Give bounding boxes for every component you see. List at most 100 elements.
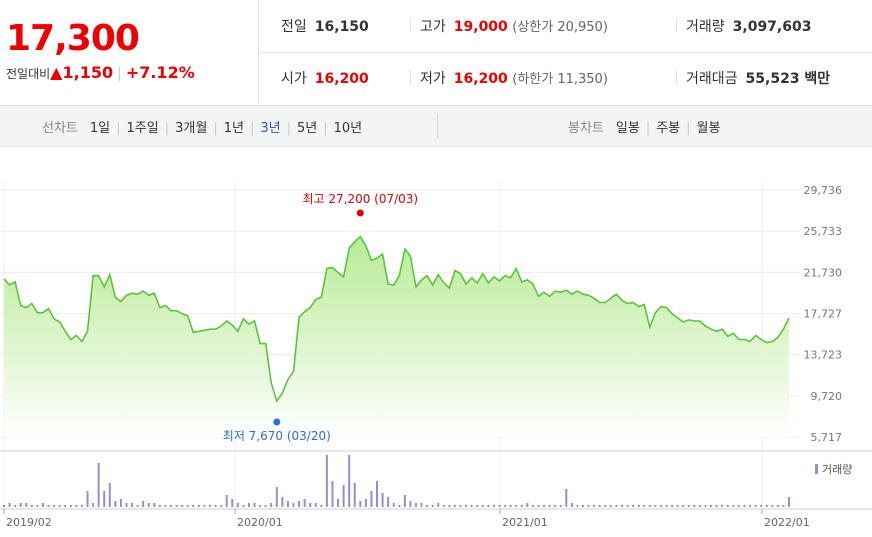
stat-value: 19,000 bbox=[453, 19, 508, 35]
y-tick-label: 13,723 bbox=[804, 349, 843, 362]
line-chart-tabs: 선차트 1일 | 1주일 | 3개월 | 1년 | 3년 | 5년 | 10년 bbox=[42, 121, 363, 136]
volume-bar bbox=[303, 499, 306, 507]
volume-bar bbox=[147, 503, 150, 507]
volume-bar bbox=[19, 503, 22, 507]
volume-bar bbox=[604, 505, 607, 507]
volume-legend: 거래량 bbox=[815, 463, 852, 476]
volume-bar bbox=[403, 495, 406, 507]
volume-bar bbox=[80, 505, 83, 507]
volume-bar bbox=[125, 503, 128, 507]
volume-bar bbox=[632, 505, 635, 507]
volume-bar bbox=[776, 505, 779, 507]
tab-monthly[interactable]: 월봉 bbox=[696, 121, 721, 136]
volume-legend-label: 거래량 bbox=[822, 463, 852, 476]
volume-bar bbox=[732, 505, 735, 507]
volume-bar bbox=[481, 505, 484, 507]
volume-bar bbox=[314, 503, 317, 507]
stat-open: 시가 16,200 bbox=[281, 68, 369, 88]
volume-bar bbox=[309, 503, 312, 507]
volume-bar bbox=[431, 505, 434, 507]
change-row: 전일대비▲1,150 | +7.12% bbox=[6, 63, 195, 82]
volume-bar bbox=[114, 501, 117, 507]
tab-1y[interactable]: 1년 bbox=[223, 121, 244, 136]
y-tick-label: 25,733 bbox=[804, 225, 843, 238]
tab-5y[interactable]: 5년 bbox=[296, 121, 318, 136]
volume-bar bbox=[498, 505, 501, 507]
volume-bar bbox=[64, 505, 67, 507]
tab-1d[interactable]: 1일 bbox=[89, 121, 111, 136]
volume-bar bbox=[643, 505, 646, 507]
volume-bar bbox=[570, 503, 573, 507]
tab-weekly[interactable]: 주봉 bbox=[656, 121, 681, 136]
high-annotation: 최고 27,200 (07/03) bbox=[302, 192, 418, 206]
volume-bar bbox=[153, 503, 156, 507]
volume-bar bbox=[220, 505, 223, 507]
volume-bar bbox=[531, 505, 534, 507]
volume-bar bbox=[487, 505, 490, 507]
volume-bar bbox=[398, 505, 401, 507]
volume-bar bbox=[175, 505, 178, 507]
volume-bar bbox=[693, 505, 696, 507]
tab-daily[interactable]: 일봉 bbox=[615, 121, 640, 136]
stat-label: 거래대금 bbox=[686, 71, 738, 87]
volume-bar bbox=[281, 497, 284, 507]
volume-bar bbox=[53, 505, 56, 507]
volume-bar bbox=[353, 483, 356, 507]
volume-bar bbox=[253, 503, 256, 507]
volume-bar bbox=[726, 505, 729, 507]
tab-3y[interactable]: 3년 bbox=[260, 121, 281, 136]
y-tick-label: 17,727 bbox=[804, 308, 843, 321]
volume-bar bbox=[648, 505, 651, 507]
volume-bar bbox=[659, 505, 662, 507]
volume-bar bbox=[69, 505, 72, 507]
volume-bar bbox=[325, 455, 328, 507]
volume-bar bbox=[637, 505, 640, 507]
stat-label: 전일 bbox=[281, 19, 307, 35]
volume-bar bbox=[548, 505, 551, 507]
volume-bar bbox=[208, 505, 211, 507]
tab-3m[interactable]: 3개월 bbox=[175, 121, 208, 136]
volume-bar bbox=[3, 505, 5, 507]
volume-bar bbox=[465, 505, 468, 507]
stat-limit: (하한가 11,350) bbox=[512, 72, 608, 87]
price-box: 17,300 전일대비▲1,150 | +7.12% bbox=[0, 0, 259, 104]
volume-bar bbox=[771, 505, 774, 507]
stat-high: 고가 19,000 (상한가 20,950) bbox=[410, 16, 608, 36]
volume-bar bbox=[760, 505, 763, 507]
tab-1w[interactable]: 1주일 bbox=[126, 121, 159, 136]
volume-bar bbox=[131, 503, 134, 507]
y-tick-label: 21,730 bbox=[804, 266, 843, 279]
volume-bar bbox=[236, 503, 239, 507]
tab-divider bbox=[437, 114, 438, 138]
volume-bar bbox=[598, 505, 601, 507]
volume-bar bbox=[103, 491, 106, 507]
volume-bar bbox=[676, 505, 679, 507]
volume-bar bbox=[698, 505, 701, 507]
tab-10y[interactable]: 10년 bbox=[333, 121, 363, 136]
price-area bbox=[4, 236, 789, 437]
volume-bar bbox=[30, 505, 33, 507]
change-divider: | bbox=[117, 66, 122, 82]
stat-value: 16,200 bbox=[314, 71, 369, 87]
volume-bar bbox=[765, 505, 768, 507]
x-tick-label: 2019/02 bbox=[6, 516, 52, 529]
volume-bar bbox=[376, 481, 379, 507]
stat-prev-close: 전일 16,150 bbox=[281, 16, 369, 36]
stat-label: 저가 bbox=[420, 71, 446, 87]
volume-bar bbox=[58, 505, 61, 507]
volume-bar bbox=[164, 505, 167, 507]
line-chart-title: 선차트 bbox=[42, 121, 78, 136]
price-line bbox=[3, 235, 790, 404]
x-tick-label: 2022/01 bbox=[764, 516, 810, 529]
volume-bar bbox=[576, 505, 579, 507]
y-tick-label: 29,736 bbox=[804, 184, 843, 197]
volume-bar bbox=[387, 497, 390, 507]
stat-low: 저가 16,200 (하한가 11,350) bbox=[410, 68, 608, 88]
volume-bar bbox=[97, 463, 100, 507]
volume-bar bbox=[671, 505, 674, 507]
volume-bar bbox=[225, 495, 228, 507]
volume-bar bbox=[749, 505, 752, 507]
volume-bar bbox=[92, 503, 95, 507]
volume-bar bbox=[470, 505, 473, 507]
quote-header: 17,300 전일대비▲1,150 | +7.12% 전일 16,150 고가 19,0… bbox=[0, 0, 872, 105]
